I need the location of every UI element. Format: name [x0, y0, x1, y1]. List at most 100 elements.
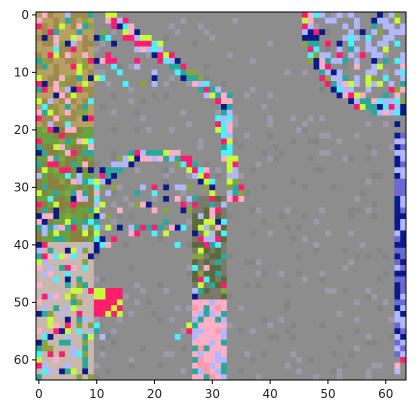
heatmap-cell — [116, 242, 124, 249]
heatmap-cell — [215, 150, 222, 157]
heatmap-cell — [388, 334, 395, 341]
heatmap-cell — [140, 46, 147, 53]
heatmap-cell — [105, 190, 112, 197]
heatmap-cell — [88, 52, 95, 59]
heatmap-cell — [53, 132, 60, 139]
heatmap-cell — [301, 46, 309, 53]
heatmap-cell — [168, 23, 176, 30]
heatmap-cell — [140, 121, 147, 128]
heatmap-cell — [186, 35, 193, 42]
heatmap-cell — [168, 161, 176, 168]
heatmap-cell — [105, 178, 112, 185]
heatmap-cell — [371, 305, 378, 312]
heatmap-cell — [215, 305, 222, 312]
heatmap-cell — [53, 40, 60, 47]
heatmap-cell — [122, 305, 129, 312]
heatmap-cell — [238, 46, 245, 53]
heatmap-cell — [203, 230, 210, 237]
heatmap-cell — [296, 121, 303, 128]
heatmap-cell — [238, 98, 245, 105]
heatmap-cell — [70, 12, 77, 19]
heatmap-cell — [296, 270, 303, 277]
heatmap-cell — [209, 127, 216, 134]
heatmap-cell — [88, 138, 95, 145]
heatmap-cell — [122, 52, 129, 59]
heatmap-cell — [249, 35, 257, 42]
heatmap-cell — [244, 29, 251, 36]
heatmap-cell — [313, 299, 320, 306]
heatmap-cell — [267, 247, 274, 254]
heatmap-cell — [128, 299, 135, 306]
heatmap-cell — [313, 213, 320, 220]
heatmap-cell — [261, 52, 268, 59]
heatmap-cell — [261, 190, 268, 197]
heatmap-cell — [209, 86, 216, 93]
heatmap-cell — [157, 17, 164, 24]
heatmap-cell — [122, 276, 129, 283]
heatmap-cell — [255, 293, 262, 300]
heatmap-cell — [197, 322, 205, 329]
heatmap-cell — [41, 293, 48, 300]
heatmap-cell — [336, 345, 343, 352]
heatmap-cell — [353, 35, 361, 42]
heatmap-cell — [174, 334, 181, 341]
heatmap-cell — [116, 104, 124, 111]
heatmap-cell — [365, 236, 372, 243]
heatmap-cell — [284, 138, 291, 145]
heatmap-cell — [203, 236, 210, 243]
heatmap-cell — [319, 339, 326, 346]
heatmap-cell — [145, 316, 153, 323]
heatmap-cell — [197, 92, 205, 99]
heatmap-cell — [36, 374, 43, 381]
heatmap-cell — [174, 219, 181, 226]
heatmap-cell — [382, 357, 390, 364]
heatmap-cell — [365, 167, 372, 174]
heatmap-cell — [134, 167, 141, 174]
heatmap-cell — [261, 247, 268, 254]
heatmap-cell — [267, 357, 274, 364]
heatmap-cell — [180, 247, 187, 254]
heatmap-cell — [388, 236, 395, 243]
heatmap-cell — [209, 213, 216, 220]
heatmap-cell — [249, 40, 257, 47]
heatmap-cell — [151, 311, 158, 318]
heatmap-cell — [70, 29, 77, 36]
heatmap-cell — [330, 92, 338, 99]
heatmap-cell — [76, 12, 83, 19]
heatmap-cell — [284, 98, 291, 105]
heatmap-cell — [273, 196, 280, 203]
heatmap-cell — [197, 299, 205, 306]
heatmap-cell — [336, 311, 343, 318]
heatmap-cell — [99, 276, 106, 283]
heatmap-cell — [151, 173, 158, 180]
heatmap-cell — [226, 196, 233, 203]
heatmap-cell — [197, 316, 205, 323]
heatmap-cell — [284, 236, 291, 243]
heatmap-cell — [76, 144, 83, 151]
heatmap-cell — [336, 52, 343, 59]
heatmap-cell — [192, 230, 199, 237]
heatmap-cell — [82, 46, 89, 53]
heatmap-cell — [105, 265, 112, 272]
heatmap-cell — [59, 328, 66, 335]
heatmap-cell — [174, 46, 181, 53]
heatmap-cell — [122, 339, 129, 346]
heatmap-cell — [180, 230, 187, 237]
heatmap-cell — [47, 69, 54, 76]
heatmap-cell — [151, 316, 158, 323]
heatmap-cell — [301, 184, 309, 191]
heatmap-cell — [70, 104, 77, 111]
heatmap-cell — [313, 201, 320, 208]
heatmap-cell — [273, 339, 280, 346]
heatmap-cell — [88, 86, 95, 93]
heatmap-cell — [47, 351, 54, 358]
heatmap-cell — [273, 219, 280, 226]
heatmap-cell — [70, 144, 77, 151]
heatmap-cell — [157, 270, 164, 277]
heatmap-cell — [278, 357, 285, 364]
heatmap-cell — [400, 207, 407, 214]
heatmap-cell — [313, 155, 320, 162]
heatmap-cell — [140, 357, 147, 364]
heatmap-cell — [140, 345, 147, 352]
heatmap-cell — [197, 247, 205, 254]
